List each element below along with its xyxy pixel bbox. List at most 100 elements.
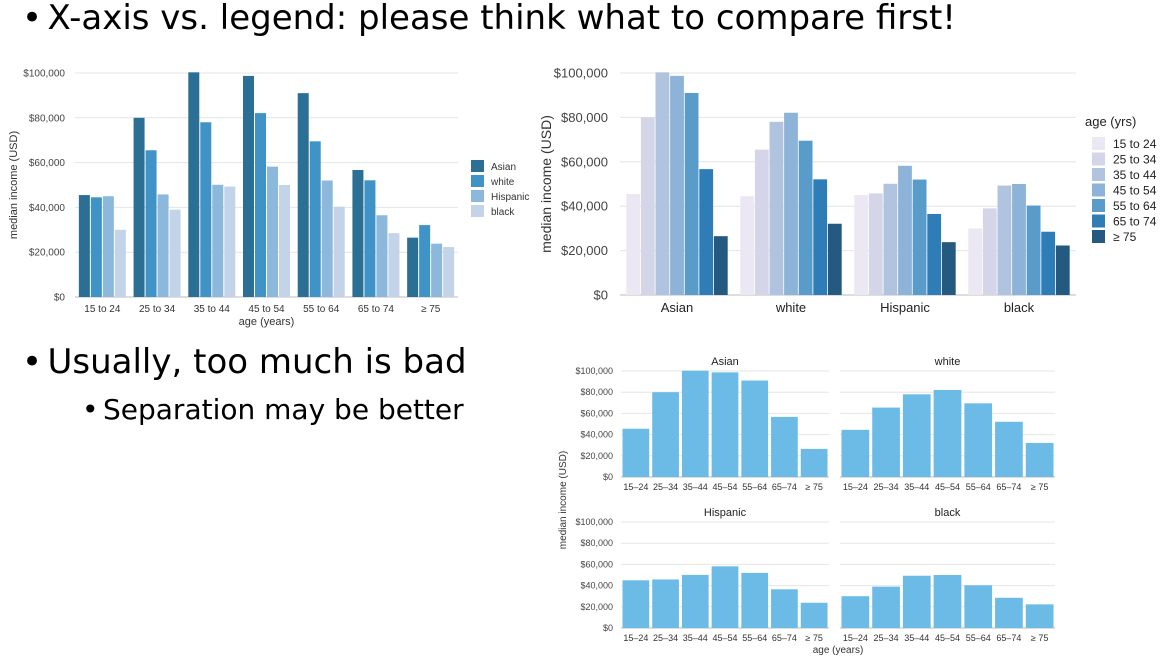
x-tick-label: 45–54: [935, 482, 960, 492]
y-tick-label: $60,000: [561, 154, 608, 169]
legend-label-asian: Asian: [491, 162, 516, 173]
bar-asian-age-group-3: [655, 72, 670, 295]
bar-hispanic-3: [212, 184, 224, 297]
x-tick-label: ≥ 75: [1031, 633, 1048, 643]
bar-white-2: [872, 407, 900, 477]
bar-white-age-group-3: [769, 121, 784, 295]
x-axis-label: age (years): [239, 316, 295, 328]
legend-label-age-2: 25 to 34: [1113, 153, 1157, 167]
bar-asian-7: [407, 237, 419, 297]
bar-asian-7: [800, 448, 828, 477]
bar-black-age-group-7: [1055, 245, 1070, 295]
x-tick-label: Asian: [661, 300, 694, 315]
bar-black-4: [933, 575, 962, 628]
legend-swatch-white: [471, 175, 484, 187]
legend-label-age-7: ≥ 75: [1113, 230, 1137, 244]
x-tick-label: 55–64: [742, 482, 767, 492]
x-tick-label: 35–44: [683, 633, 708, 643]
y-tick-label: $100,000: [575, 517, 613, 527]
legend-swatch-black: [471, 205, 484, 217]
bar-white-2: [145, 150, 157, 297]
bar-black-3: [902, 575, 931, 628]
legend-label-age-4: 45 to 54: [1113, 184, 1157, 198]
x-tick-label: 15–24: [623, 482, 648, 492]
x-tick-label: 25–34: [874, 482, 899, 492]
bar-white-age-group-4: [784, 112, 798, 295]
bar-asian-age-group-7: [713, 236, 728, 295]
bar-asian-1: [622, 428, 650, 477]
panel-title-black: black: [935, 507, 961, 519]
bar-hispanic-5: [741, 572, 769, 628]
bar-black-6: [995, 597, 1023, 628]
y-tick-label: $100,000: [23, 69, 65, 80]
y-tick-label: $80,000: [29, 113, 66, 124]
x-tick-label: 65–74: [772, 482, 797, 492]
bar-white-age-group-2: [754, 149, 769, 295]
legend-swatch-age-2: [1092, 152, 1105, 166]
bar-asian-age-group-2: [640, 117, 655, 296]
x-tick-label: 55 to 64: [303, 304, 340, 315]
y-tick-label: $20,000: [561, 243, 608, 258]
x-tick-label: 25 to 34: [139, 304, 176, 315]
bar-asian-age-group-1: [626, 193, 641, 295]
bar-black-age-group-5: [1026, 205, 1041, 295]
bar-black-age-group-3: [997, 185, 1012, 295]
x-tick-label: 45–54: [712, 633, 737, 643]
bar-hispanic-age-group-1: [854, 195, 869, 295]
y-tick-label: $60,000: [580, 559, 613, 569]
bar-hispanic-5: [321, 180, 333, 297]
bar-black-age-group-6: [1041, 231, 1056, 295]
x-tick-label: ≥ 75: [805, 482, 822, 492]
x-tick-label: 35–44: [683, 482, 708, 492]
bar-black-7: [443, 247, 455, 297]
legend-swatch-hispanic: [471, 190, 484, 202]
x-tick-label: 45–54: [935, 633, 960, 643]
bar-asian-3: [188, 72, 200, 297]
bar-black-5: [333, 206, 345, 297]
x-tick-label: 35–44: [904, 633, 929, 643]
bar-hispanic-age-group-6: [927, 213, 942, 295]
x-tick-label: 25–34: [653, 633, 678, 643]
bullet-marker: •: [22, 0, 43, 38]
x-tick-label: 45–54: [712, 482, 737, 492]
bar-asian-6: [771, 416, 798, 477]
legend-label-black: black: [491, 207, 515, 218]
chart-grouped-by-race: $0 $20,000 $40,000 $60,000 $80,000 $100,000 As…: [538, 66, 1157, 316]
y-tick-label: $40,000: [561, 199, 608, 214]
bullet-2: • Usually, too much is bad: [22, 342, 467, 382]
y-tick-label: $40,000: [580, 430, 613, 440]
panel-title-asian: Asian: [711, 356, 739, 368]
bar-white-3: [902, 394, 931, 477]
legend-label-age-5: 55 to 64: [1113, 199, 1157, 213]
bar-black-3: [224, 186, 236, 297]
x-tick-label: 55–64: [966, 633, 991, 643]
bar-white-1: [90, 197, 102, 297]
y-axis-label: median income (USD): [8, 131, 20, 239]
bar-white-4: [933, 389, 962, 477]
bar-white-7: [419, 225, 431, 297]
y-tick-label: $0: [54, 293, 66, 304]
bar-asian-4: [243, 75, 254, 297]
bar-hispanic-age-group-7: [941, 242, 956, 295]
legend-swatch-age-4: [1092, 183, 1105, 197]
x-tick-label: ≥ 75: [805, 633, 822, 643]
y-tick-label: $20,000: [580, 602, 613, 612]
legend-label-age-1: 15 to 24: [1113, 137, 1157, 151]
bar-black-age-group-1: [968, 228, 983, 295]
sub-bullet-1: • Separation may be better: [82, 393, 464, 426]
bar-white-3: [200, 122, 212, 297]
y-tick-label: $0: [603, 623, 613, 633]
bar-hispanic-1: [102, 196, 114, 297]
bullet-marker: •: [82, 393, 99, 426]
bar-black-age-group-4: [1012, 184, 1026, 295]
bar-hispanic-6: [771, 589, 798, 628]
x-tick-label: 55–64: [966, 482, 991, 492]
bar-hispanic-7: [800, 602, 828, 628]
legend-title: age (yrs): [1085, 114, 1136, 129]
x-tick-label: 35–44: [904, 482, 929, 492]
bar-hispanic-age-group-2: [868, 193, 883, 295]
legend-swatch-age-5: [1092, 199, 1105, 212]
bar-white-6: [995, 421, 1023, 477]
y-tick-label: $100,000: [554, 66, 608, 81]
bar-black-1: [841, 596, 870, 628]
